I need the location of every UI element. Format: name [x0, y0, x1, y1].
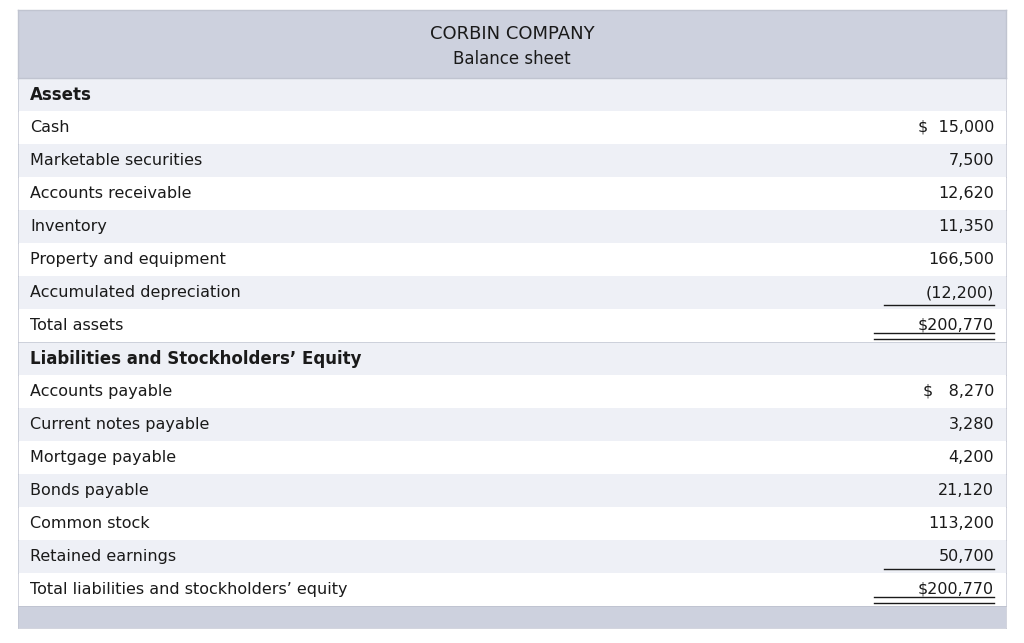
Text: Bonds payable: Bonds payable [30, 483, 148, 498]
Text: Accounts receivable: Accounts receivable [30, 186, 191, 201]
Text: 113,200: 113,200 [928, 516, 994, 531]
FancyBboxPatch shape [18, 606, 1006, 628]
Text: Common stock: Common stock [30, 516, 150, 531]
Text: Liabilities and Stockholders’ Equity: Liabilities and Stockholders’ Equity [30, 350, 361, 368]
Text: Balance sheet: Balance sheet [454, 50, 570, 68]
Text: $200,770: $200,770 [918, 318, 994, 333]
Text: 12,620: 12,620 [938, 186, 994, 201]
Text: 7,500: 7,500 [948, 153, 994, 168]
Text: Retained earnings: Retained earnings [30, 549, 176, 564]
FancyBboxPatch shape [18, 540, 1006, 573]
FancyBboxPatch shape [18, 210, 1006, 243]
Text: 11,350: 11,350 [938, 219, 994, 234]
Text: 50,700: 50,700 [938, 549, 994, 564]
FancyBboxPatch shape [18, 144, 1006, 177]
Text: Assets: Assets [30, 86, 92, 104]
FancyBboxPatch shape [18, 10, 1006, 78]
Text: Property and equipment: Property and equipment [30, 252, 226, 267]
Text: $  15,000: $ 15,000 [918, 120, 994, 135]
FancyBboxPatch shape [18, 375, 1006, 408]
Text: $   8,270: $ 8,270 [923, 384, 994, 399]
Text: 21,120: 21,120 [938, 483, 994, 498]
FancyBboxPatch shape [18, 408, 1006, 441]
FancyBboxPatch shape [18, 177, 1006, 210]
Text: Current notes payable: Current notes payable [30, 417, 209, 432]
Text: (12,200): (12,200) [926, 285, 994, 300]
FancyBboxPatch shape [18, 243, 1006, 276]
FancyBboxPatch shape [18, 507, 1006, 540]
Text: Mortgage payable: Mortgage payable [30, 450, 176, 465]
Text: 3,280: 3,280 [948, 417, 994, 432]
FancyBboxPatch shape [18, 78, 1006, 111]
FancyBboxPatch shape [18, 342, 1006, 375]
FancyBboxPatch shape [18, 474, 1006, 507]
FancyBboxPatch shape [18, 573, 1006, 606]
Text: Accounts payable: Accounts payable [30, 384, 172, 399]
FancyBboxPatch shape [18, 309, 1006, 342]
FancyBboxPatch shape [18, 276, 1006, 309]
Text: Accumulated depreciation: Accumulated depreciation [30, 285, 241, 300]
Text: 166,500: 166,500 [928, 252, 994, 267]
Text: Total liabilities and stockholders’ equity: Total liabilities and stockholders’ equi… [30, 582, 347, 597]
Text: Inventory: Inventory [30, 219, 106, 234]
Text: Marketable securities: Marketable securities [30, 153, 203, 168]
FancyBboxPatch shape [18, 441, 1006, 474]
FancyBboxPatch shape [18, 111, 1006, 144]
Text: CORBIN COMPANY: CORBIN COMPANY [430, 25, 594, 43]
Text: 4,200: 4,200 [948, 450, 994, 465]
Text: Cash: Cash [30, 120, 70, 135]
Text: Total assets: Total assets [30, 318, 123, 333]
Text: $200,770: $200,770 [918, 582, 994, 597]
